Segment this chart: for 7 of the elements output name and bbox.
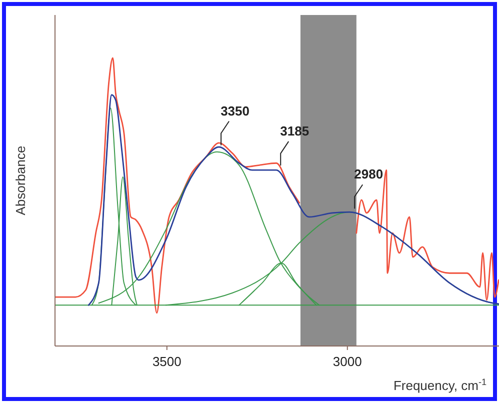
- annotation: 2980: [354, 166, 384, 182]
- annotation: 3185: [280, 123, 310, 138]
- x-axis-title: Frequency, cm$^{-1}$: [393, 377, 487, 393]
- y-axis-title: Absorbance: [13, 146, 28, 216]
- annotation: 3350: [220, 103, 250, 118]
- x-tick-label: 3500: [152, 354, 182, 369]
- x-tick-label: 3000: [332, 354, 362, 369]
